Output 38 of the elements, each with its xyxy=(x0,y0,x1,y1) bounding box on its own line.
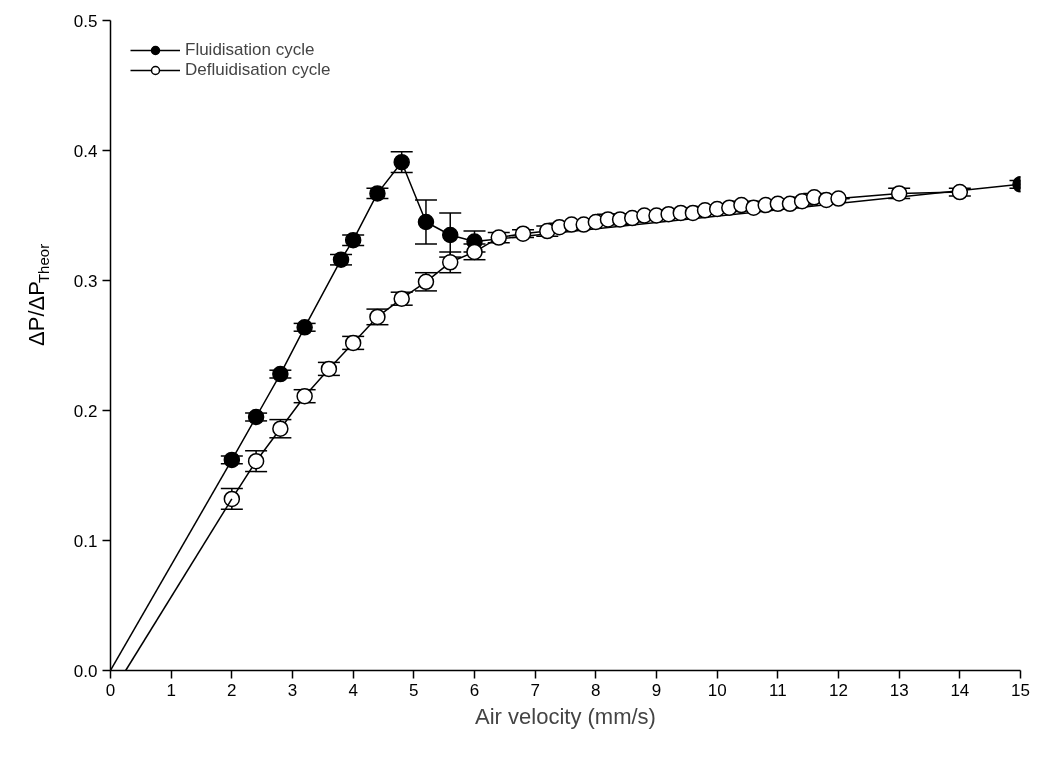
x-tick-label: 14 xyxy=(950,680,970,700)
y-tick-label: 0.0 xyxy=(73,661,98,681)
x-tick-label: 9 xyxy=(651,680,662,700)
y-tick-label: 0.1 xyxy=(73,531,98,551)
x-tick-label: 15 xyxy=(1011,680,1030,700)
point xyxy=(441,226,459,244)
point xyxy=(369,308,386,326)
x-tick-label: 3 xyxy=(287,680,298,700)
y-tick-label: 0.3 xyxy=(73,271,98,291)
x-axis-title: Air velocity (mm/s) xyxy=(475,703,656,729)
x-tick-label: 0 xyxy=(105,680,116,700)
x-tick-label: 12 xyxy=(829,680,848,700)
y-tick-label: 0.2 xyxy=(73,401,98,421)
x-tick-label: 6 xyxy=(469,680,480,700)
point xyxy=(296,387,313,405)
y-axis-title: ΔP/ΔPTheor xyxy=(24,243,52,346)
x-tick-label: 5 xyxy=(409,680,419,700)
x-tick-label: 7 xyxy=(530,680,540,700)
point xyxy=(272,365,289,383)
point xyxy=(223,451,241,469)
y-tick-label: 0.5 xyxy=(73,11,98,31)
x-tick-label: 13 xyxy=(889,680,909,700)
legend-label: Fluidisation cycle xyxy=(185,40,315,60)
point xyxy=(417,213,435,231)
x-tick-label: 1 xyxy=(166,680,176,700)
point xyxy=(369,185,386,202)
x-tick-label: 8 xyxy=(591,680,601,700)
point xyxy=(296,319,313,336)
x-tick-label: 4 xyxy=(348,680,358,700)
point xyxy=(466,243,483,261)
point xyxy=(830,190,847,207)
x-tick-label: 2 xyxy=(227,680,237,700)
x-tick-label: 10 xyxy=(707,680,727,700)
legend-label: Defluidisation cycle xyxy=(185,60,331,80)
y-tick-label: 0.4 xyxy=(73,141,98,161)
x-tick-label: 11 xyxy=(769,680,787,700)
point xyxy=(951,183,969,201)
point xyxy=(393,290,410,307)
